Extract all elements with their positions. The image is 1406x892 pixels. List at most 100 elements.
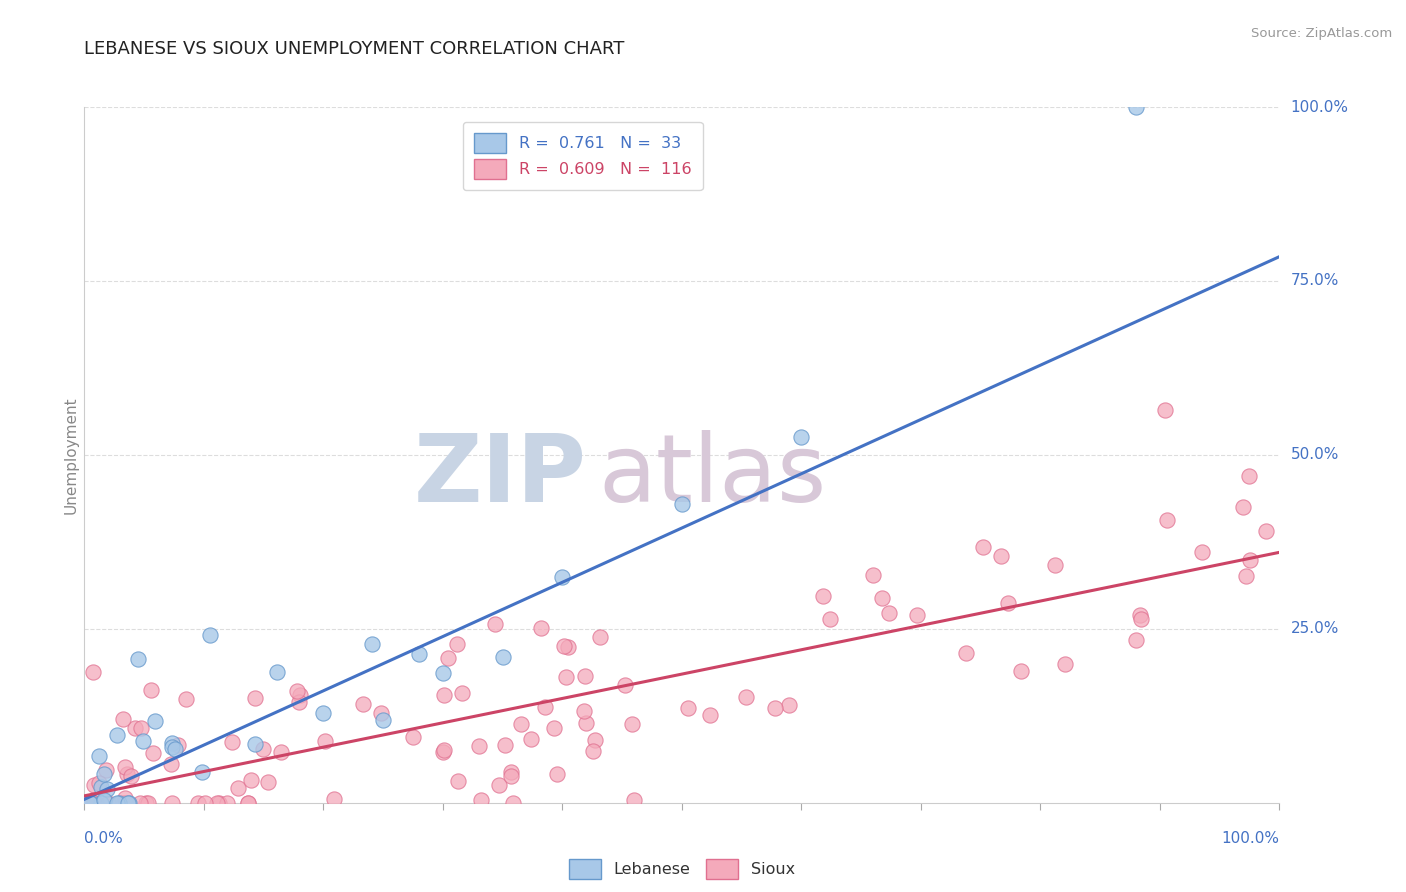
Point: [1191, 545, 1213, 559]
Point: [575, 715, 598, 730]
Point: [93, 793, 115, 807]
Point: [484, 617, 506, 632]
Point: [790, 430, 813, 444]
Legend: Lebanese, Sioux: Lebanese, Sioux: [562, 853, 801, 885]
Point: [955, 647, 977, 661]
Point: [257, 775, 280, 789]
Point: [236, 796, 259, 810]
Point: [236, 796, 259, 810]
Point: [623, 793, 645, 807]
Point: [160, 736, 183, 750]
Point: [322, 791, 344, 805]
Point: [266, 665, 288, 680]
Point: [89, 776, 111, 790]
Text: ZIP: ZIP: [413, 430, 586, 522]
Point: [285, 683, 308, 698]
Point: [243, 737, 266, 751]
Point: [735, 690, 758, 704]
Y-axis label: Unemployment: Unemployment: [63, 396, 79, 514]
Text: atlas: atlas: [599, 430, 827, 522]
Point: [79, 796, 101, 810]
Point: [312, 706, 335, 721]
Point: [115, 796, 138, 810]
Point: [1234, 568, 1257, 582]
Point: [699, 708, 721, 723]
Point: [287, 695, 309, 709]
Point: [83, 796, 105, 810]
Point: [361, 637, 384, 651]
Point: [447, 774, 470, 789]
Point: [494, 739, 516, 753]
Point: [160, 796, 183, 810]
Point: [533, 700, 555, 714]
Point: [215, 796, 238, 810]
Text: 75.0%: 75.0%: [1291, 274, 1339, 288]
Point: [520, 732, 543, 747]
Point: [1125, 100, 1147, 114]
Point: [160, 740, 183, 755]
Point: [94, 763, 117, 777]
Point: [613, 678, 636, 692]
Point: [96, 782, 118, 797]
Point: [583, 732, 606, 747]
Point: [553, 639, 575, 653]
Point: [990, 549, 1012, 563]
Point: [621, 717, 644, 731]
Point: [115, 767, 138, 781]
Point: [1043, 558, 1066, 572]
Point: [128, 796, 150, 810]
Point: [191, 765, 214, 780]
Point: [226, 781, 249, 796]
Point: [187, 796, 209, 810]
Point: [1053, 657, 1076, 671]
Point: [877, 606, 900, 620]
Point: [82, 665, 104, 680]
Point: [543, 721, 565, 735]
Point: [1154, 402, 1177, 417]
Point: [1125, 633, 1147, 648]
Point: [90, 780, 112, 794]
Point: [288, 688, 311, 702]
Point: [820, 612, 842, 626]
Point: [112, 796, 135, 810]
Point: [79, 796, 101, 810]
Point: [997, 596, 1019, 610]
Text: 0.0%: 0.0%: [84, 831, 124, 846]
Point: [972, 541, 994, 555]
Point: [167, 739, 190, 753]
Point: [114, 796, 136, 810]
Point: [671, 497, 693, 511]
Point: [488, 778, 510, 792]
Point: [468, 739, 491, 753]
Point: [160, 756, 183, 771]
Point: [546, 767, 568, 781]
Point: [252, 741, 274, 756]
Point: [432, 666, 454, 681]
Text: LEBANESE VS SIOUX UNEMPLOYMENT CORRELATION CHART: LEBANESE VS SIOUX UNEMPLOYMENT CORRELATI…: [84, 40, 624, 58]
Point: [176, 692, 198, 706]
Point: [1010, 664, 1032, 678]
Point: [1129, 608, 1152, 623]
Point: [200, 628, 222, 642]
Point: [141, 682, 163, 697]
Text: Source: ZipAtlas.com: Source: ZipAtlas.com: [1251, 27, 1392, 40]
Point: [145, 714, 167, 729]
Point: [124, 721, 146, 735]
Point: [509, 717, 531, 731]
Text: 100.0%: 100.0%: [1222, 831, 1279, 846]
Point: [778, 698, 800, 712]
Point: [437, 650, 460, 665]
Point: [811, 589, 834, 603]
Point: [93, 767, 115, 781]
Point: [1156, 513, 1178, 527]
Point: [446, 637, 468, 651]
Point: [572, 704, 595, 718]
Point: [79, 796, 101, 810]
Point: [221, 734, 243, 748]
Point: [135, 796, 157, 810]
Point: [194, 796, 217, 810]
Point: [408, 647, 430, 661]
Point: [501, 765, 523, 780]
Point: [105, 727, 128, 741]
Point: [207, 796, 229, 810]
